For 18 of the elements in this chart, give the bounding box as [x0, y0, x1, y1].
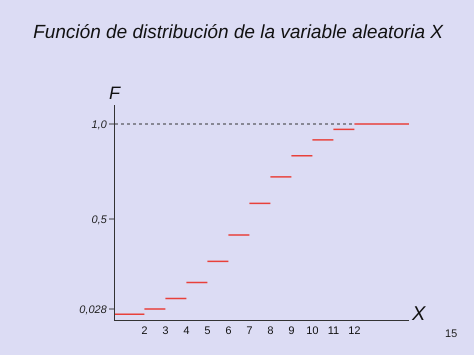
- x-tick-label: 10: [306, 325, 319, 338]
- x-tick-label: 9: [288, 325, 294, 338]
- x-tick-label: 5: [204, 325, 210, 338]
- chart-title: Función de distribución de la variable aleatoria X: [33, 22, 444, 44]
- x-tick-label: 4: [183, 325, 190, 338]
- y-axis-title: F: [109, 83, 121, 103]
- x-axis-title: X: [411, 303, 426, 325]
- text: 15: [445, 328, 458, 340]
- x-tick-label: 2: [141, 325, 148, 338]
- x-tick-label: 8: [267, 325, 274, 338]
- x-tick-label: 6: [225, 325, 232, 338]
- y-tick-label: 1,0: [92, 118, 108, 131]
- y-tick-label: 0,5: [92, 214, 108, 226]
- x-tick-label: 7: [246, 325, 252, 338]
- y-tick-label: 0,028: [79, 304, 108, 316]
- x-tick-label: 11: [328, 325, 340, 338]
- x-tick-label: 12: [348, 325, 361, 338]
- x-tick-label: 3: [162, 325, 168, 338]
